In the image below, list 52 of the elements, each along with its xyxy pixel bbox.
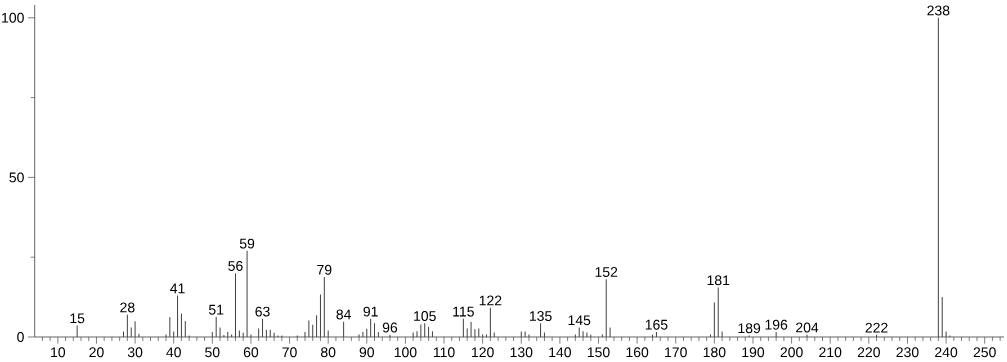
- x-tick-label: 170: [665, 347, 687, 358]
- x-tick-label: 120: [472, 347, 494, 358]
- annotation: 122: [479, 295, 502, 306]
- x-tick-label: 200: [780, 347, 803, 358]
- annotation: 204: [796, 322, 819, 333]
- x-tick-label: 50: [205, 347, 220, 358]
- annotation: 28: [120, 302, 135, 313]
- x-tick-label: 240: [935, 347, 958, 358]
- x-tick-label: 20: [89, 347, 104, 358]
- x-tick-label: 80: [321, 347, 336, 358]
- annotation: 84: [336, 309, 351, 320]
- x-tick-label: 220: [857, 347, 880, 358]
- annotation: 59: [239, 238, 255, 249]
- x-tick-label: 90: [359, 347, 375, 358]
- x-tick-label: 30: [127, 347, 143, 358]
- x-tick-label: 250: [973, 347, 996, 358]
- annotation: 56: [228, 260, 243, 271]
- x-tick-label: 150: [587, 347, 610, 358]
- annotation: 79: [317, 264, 332, 275]
- annotation: 152: [595, 267, 618, 277]
- x-tick-label: 110: [433, 347, 455, 358]
- annotation: 115: [453, 306, 474, 317]
- y-tick-label: 100: [2, 12, 24, 23]
- x-tick-label: 100: [394, 347, 417, 358]
- x-tick-label: 190: [742, 347, 765, 358]
- x-tick-label: 140: [549, 347, 572, 358]
- annotation: 189: [738, 323, 761, 334]
- x-tick-label: 40: [166, 347, 181, 358]
- x-tick-label: 160: [626, 347, 649, 358]
- x-tick-label: 70: [282, 347, 297, 358]
- annotation: 63: [255, 306, 270, 317]
- x-tick-label: 210: [819, 347, 842, 358]
- annotation: 15: [70, 313, 85, 324]
- x-tick-label: 60: [243, 347, 259, 358]
- annotation: 135: [529, 311, 552, 322]
- annotation: 165: [645, 319, 668, 330]
- annotation: 238: [927, 5, 950, 16]
- y-tick-label: 50: [9, 172, 24, 183]
- x-tick-label: 130: [510, 347, 533, 358]
- y-tick-label: 0: [17, 332, 24, 342]
- annotation: 145: [568, 315, 591, 326]
- x-tick-label: 230: [896, 347, 919, 358]
- x-tick-label: 180: [703, 347, 726, 358]
- annotation: 181: [707, 275, 730, 286]
- annotation: 196: [765, 319, 788, 330]
- annotation: 222: [865, 322, 888, 333]
- annotation: 91: [363, 306, 378, 317]
- annotation: 51: [208, 304, 224, 315]
- annotation: 96: [382, 322, 398, 333]
- annotation: 41: [170, 283, 185, 294]
- x-tick-label: 10: [51, 347, 66, 358]
- annotation: 105: [414, 311, 436, 322]
